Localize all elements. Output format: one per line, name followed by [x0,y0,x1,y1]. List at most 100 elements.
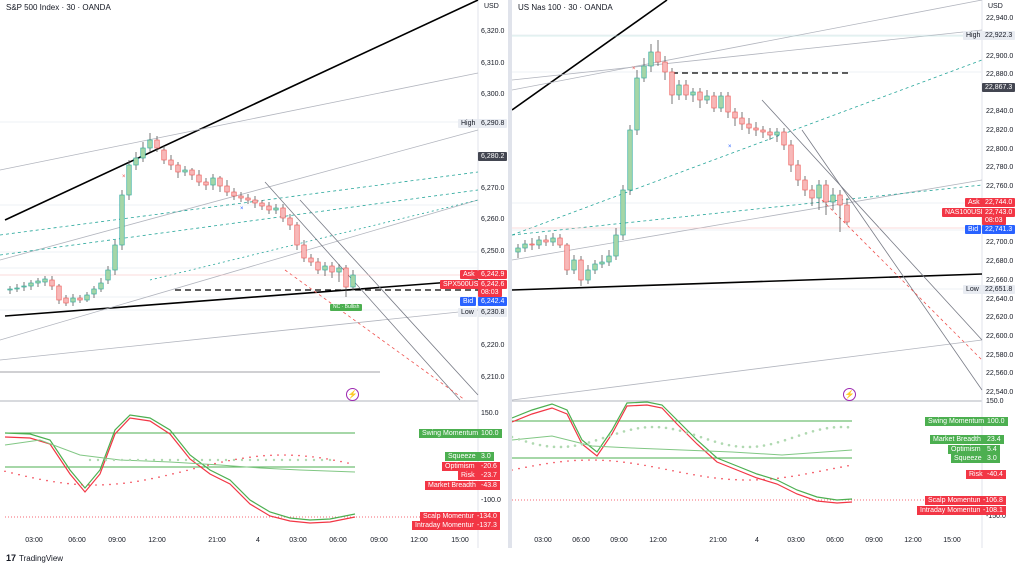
candle-body [329,265,335,273]
squeeze-dot [839,425,843,429]
candle-body [641,65,647,79]
candle-body [238,195,244,199]
candle-body [84,294,90,301]
high-label: High [458,119,479,128]
candle-body [49,279,55,287]
candle-body [739,117,745,125]
risk-dot [256,455,258,458]
risk-dot [623,461,625,463]
risk-dot [242,457,244,459]
candle-body [711,95,717,109]
time-tick: 03:00 [25,537,43,544]
time-tick: 15:00 [451,537,469,544]
squeeze-dot [699,435,703,439]
time-tick: 21:00 [208,537,226,544]
price-tick: 22,620.0 [986,314,1014,321]
breadth-line [4,439,356,473]
risk-dot [665,468,667,471]
risk-dot [686,472,688,475]
tag-optimism-value: 5.4 [984,445,1000,454]
high-value: 6,290.8 [478,119,508,128]
candle-body [7,288,13,291]
squeeze-dot [168,458,172,462]
squeeze-dot [671,427,675,431]
candle-body [809,189,815,199]
squeeze-dot [769,442,773,446]
candle-body [231,191,237,197]
time-tick: 03:00 [289,537,307,544]
squeeze-dot [706,438,710,441]
candle-body [350,274,356,288]
price-tick: 22,880.0 [986,71,1014,78]
price-tick: 22,540.0 [986,389,1014,396]
price-tick: 6,270.0 [481,185,505,192]
squeeze-dot [657,425,661,429]
risk-dot [130,481,132,484]
time-tick: 12:00 [649,537,667,544]
squeeze-dot [692,433,696,437]
candle-body [662,61,668,73]
candle-body [844,204,850,223]
risk-dot [763,478,765,481]
risk-dot [305,455,307,457]
tag-scalp-momentum: Scalp Momentum [420,512,481,521]
tag-swing-momentum: Swing Momentum [925,417,988,426]
risk-dot [658,467,660,469]
low-value: 22,651.8 [982,285,1016,294]
indicator-axis-top: 150.0 [986,398,1004,405]
ask-value: 6,242.9 [478,270,508,279]
squeeze-dot [622,430,626,433]
candle-body [91,288,97,295]
nas-chart-canvas[interactable]: ×× [512,0,1024,548]
risk-dot [826,469,828,471]
candle-body [266,205,272,211]
squeeze-dot [256,458,260,462]
tag-intraday-momentum-value: -137.3 [474,521,500,530]
candle-body [140,147,146,159]
signal-pill[interactable]: NC · Bullish [330,304,363,311]
high-value: 22,922.3 [982,31,1016,40]
lightning-icon[interactable]: ⚡ [346,388,359,401]
risk-dot [263,454,265,457]
tradingview-footer[interactable]: 17 TradingView [6,553,63,563]
squeeze-dot [152,458,156,462]
chart-pane-nas[interactable]: × × US Nas 100 · 30 · OANDA USD 22,940.0 … [512,0,1024,548]
risk-dot [291,454,293,456]
candle-body [585,269,591,281]
candle-body [543,239,549,243]
candle-body [690,91,696,96]
tradingview-logo-icon: 17 [6,553,17,563]
squeeze-dot [524,440,528,443]
x-marker: × [122,174,126,180]
time-tick: 06:00 [826,537,844,544]
symbol-price: 22,743.0 [982,208,1016,217]
squeeze-dot [713,440,717,443]
trend-line [0,129,479,261]
candle-body [592,263,598,271]
channel-upper-line [4,0,479,221]
squeeze-dot [320,458,324,462]
bid-value: 6,242.4 [478,297,508,306]
tag-market-breadth-value: -43.8 [478,481,500,490]
dashed-level [284,269,466,401]
risk-dot [525,466,527,469]
risk-dot [833,467,835,470]
squeeze-dot [825,426,829,430]
dashed-level [0,189,479,256]
channel-upper-line [512,0,668,111]
risk-dot [770,478,772,480]
lightning-icon[interactable]: ⚡ [843,388,856,401]
risk-dot [144,479,146,481]
swing-momentum-line [512,401,853,501]
risk-dot [186,469,188,472]
spx-chart-canvas[interactable]: ×× [0,0,508,548]
pane-divider[interactable] [508,0,512,548]
risk-dot [60,481,62,484]
risk-dot [340,460,342,463]
chart-pane-spx[interactable]: × × S&P 500 Index · 30 · OANDA USD 6,320.… [0,0,508,548]
chart-title: US Nas 100 · 30 · OANDA [518,3,613,12]
squeeze-dot [601,436,605,440]
risk-dot [588,459,590,461]
candle-body [294,224,300,246]
candle-body [343,267,349,288]
